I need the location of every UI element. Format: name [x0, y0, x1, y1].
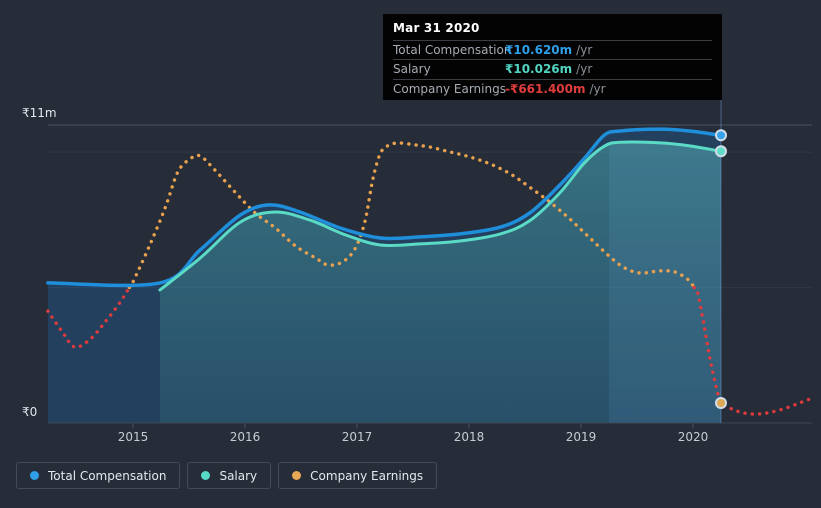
y-axis-zero-label: ₹0 — [22, 405, 37, 419]
legend-dot-icon — [292, 471, 302, 480]
company-earnings-line — [692, 285, 812, 416]
tooltip-date: Mar 31 2020 — [393, 21, 480, 35]
tooltip-value: -₹661.400m — [505, 81, 586, 96]
legend-label: Total Compensation — [48, 468, 167, 483]
tooltip-unit: /yr — [576, 43, 593, 58]
chart-tooltip: Mar 31 2020 Total Compensation ₹10.620m … — [383, 14, 722, 100]
legend-item-company-earnings[interactable]: Company Earnings — [278, 462, 438, 489]
tooltip-row-salary: Salary ₹10.026m /yr — [393, 59, 712, 78]
marker-total-compensation[interactable] — [715, 129, 727, 142]
legend-dot-icon — [201, 471, 211, 480]
legend-item-salary[interactable]: Salary — [187, 462, 272, 489]
salary-area — [159, 142, 721, 423]
tooltip-unit: /yr — [589, 81, 606, 96]
x-axis-label: 2018 — [454, 430, 485, 444]
x-axis-label: 2016 — [230, 430, 261, 444]
company-earnings-line — [127, 141, 696, 290]
legend-label: Salary — [219, 468, 258, 483]
legend-item-total-compensation[interactable]: Total Compensation — [16, 462, 181, 489]
total-compensation-line — [46, 127, 723, 288]
chart-legend: Total Compensation Salary Company Earnin… — [16, 462, 438, 489]
x-axis-label: 2015 — [118, 430, 149, 444]
tooltip-label: Company Earnings — [393, 81, 506, 96]
legend-dot-icon — [30, 471, 39, 480]
legend-label: Company Earnings — [310, 468, 424, 483]
tooltip-row-company-earnings: Company Earnings -₹661.400m /yr — [393, 78, 712, 98]
salary-line — [158, 140, 723, 292]
company-earnings-line — [46, 285, 132, 349]
tooltip-row-total-compensation: Total Compensation ₹10.620m /yr — [393, 40, 712, 59]
x-axis-label: 2019 — [566, 430, 597, 444]
latest-year-highlight — [609, 142, 721, 423]
tooltip-value: ₹10.026m — [505, 62, 573, 77]
tooltip-value: ₹10.620m — [505, 43, 573, 58]
tooltip-unit: /yr — [576, 62, 593, 77]
tooltip-label: Salary — [393, 62, 431, 77]
marker-salary[interactable] — [715, 145, 727, 158]
marker-company-earnings[interactable] — [715, 397, 727, 409]
x-axis-label: 2020 — [678, 430, 709, 444]
y-axis-top-label: ₹11m — [22, 106, 57, 120]
x-axis-label: 2017 — [342, 430, 373, 444]
tooltip-label: Total Compensation — [393, 43, 512, 58]
